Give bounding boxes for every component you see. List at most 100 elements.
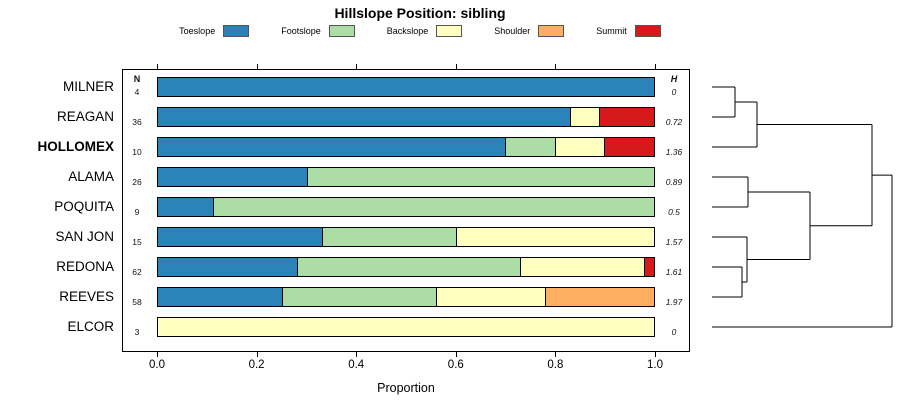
bar-segment-footslope [212,198,654,216]
bar-segment-footslope [321,228,456,246]
h-value: 0.89 [665,177,683,187]
legend-swatch-summit [634,25,661,37]
bar-segment-footslope [306,168,654,186]
x-axis-tick-bottom [157,352,158,357]
x-axis-tick-label: 0.6 [447,359,464,371]
x-axis-tick-bottom [655,352,656,357]
legend-swatch-footslope [328,25,355,37]
legend: Toeslope Footslope Backslope Shoulder Summit [0,25,840,37]
row-label-alama: ALAMA [68,169,114,184]
x-axis-tick-label: 0.2 [248,359,265,371]
n-column-header: N [133,74,141,84]
legend-label: Summit [596,26,627,36]
bar-segment-footslope [296,258,521,276]
row-label-poquita: POQUITA [54,199,114,214]
n-value: 9 [134,207,140,217]
bar-segment-toeslope [158,288,282,306]
legend-item-shoulder: Shoulder [494,25,565,37]
h-value: 1.61 [665,267,683,277]
x-axis-tick-top [655,64,656,69]
x-axis-tick-label: 0.4 [348,359,365,371]
bar-segment-backslope [455,228,654,246]
legend-label: Toeslope [179,26,216,36]
x-axis-tick-bottom [356,352,358,357]
x-axis-tick-top [455,64,457,69]
row-label-san-jon: SAN JON [55,229,114,244]
bar-segment-backslope [554,138,605,156]
legend-swatch-toeslope [223,25,250,37]
n-value: 36 [132,117,142,127]
legend-label: Shoulder [494,26,531,36]
bar-segment-toeslope [158,168,307,186]
bar-segment-toeslope [158,108,570,126]
bar-segment-backslope [158,318,654,336]
chart-title: Hillslope Position: sibling [334,5,506,21]
h-value: 0.72 [665,117,683,127]
n-value: 3 [134,327,140,337]
x-axis-tick-top [555,64,557,69]
n-value: 62 [132,267,142,277]
legend-item-toeslope: Toeslope [179,25,250,37]
legend-item-summit: Summit [596,25,661,37]
n-value: 10 [132,147,142,157]
x-axis-tick-bottom [256,352,258,357]
bar-segment-footslope [505,138,555,156]
row-label-elcor: ELCOR [67,319,114,334]
bar-segment-summit [604,138,654,156]
bar-segment-toeslope [158,198,213,216]
bar-segment-backslope [520,258,645,276]
legend-item-footslope: Footslope [281,25,355,37]
stacked-bar-redona [157,257,655,277]
stacked-bar-hollomex [157,137,655,157]
bar-segment-toeslope [158,78,654,96]
stacked-bar-alama [157,167,655,187]
x-axis-tick-label: 0.0 [149,359,165,371]
h-value: 1.36 [665,147,683,157]
legend-label: Footslope [281,26,321,36]
bar-segment-backslope [435,288,545,306]
stacked-bar-san-jon [157,227,655,247]
x-axis-tick-top [256,64,258,69]
row-label-reeves: REEVES [59,289,114,304]
x-axis-tick-top [356,64,358,69]
x-axis-tick-bottom [455,352,457,357]
bar-segment-footslope [282,288,436,306]
legend-swatch-shoulder [538,25,565,37]
bar-segment-shoulder [544,288,654,306]
n-value: 15 [132,237,142,247]
n-value: 4 [134,87,140,97]
bar-segment-backslope [569,108,600,126]
bar-segment-toeslope [158,258,297,276]
x-axis-tick-label: 0.8 [547,359,564,371]
legend-label: Backslope [386,26,429,36]
bar-segment-summit [644,258,654,276]
row-label-milner: MILNER [62,79,114,94]
bar-segment-toeslope [158,138,506,156]
legend-swatch-backslope [436,25,463,37]
stacked-bar-elcor [157,317,655,337]
n-value: 58 [132,297,142,307]
bar-segment-toeslope [158,228,322,246]
h-value: 1.97 [665,297,683,307]
row-label-reagan: REAGAN [56,109,114,124]
stacked-bar-reeves [157,287,655,307]
bar-segment-summit [599,108,654,126]
x-axis-tick-label: 1.0 [647,359,663,371]
x-axis-tick-bottom [555,352,557,357]
stacked-bar-poquita [157,197,655,217]
legend-item-backslope: Backslope [387,25,463,37]
n-value: 26 [132,177,142,187]
h-value: 0 [671,87,677,97]
h-column-header: H [670,74,678,84]
h-value: 1.57 [665,237,683,247]
plot-frame [122,69,690,352]
row-label-hollomex: HOLLOMEX [37,139,115,154]
x-axis-title: Proportion [377,381,435,395]
x-axis-tick-top [157,64,158,69]
stacked-bar-milner [157,77,655,97]
row-label-redona: REDONA [56,259,114,274]
stacked-bar-reagan [157,107,655,127]
h-value: 0 [671,327,677,337]
